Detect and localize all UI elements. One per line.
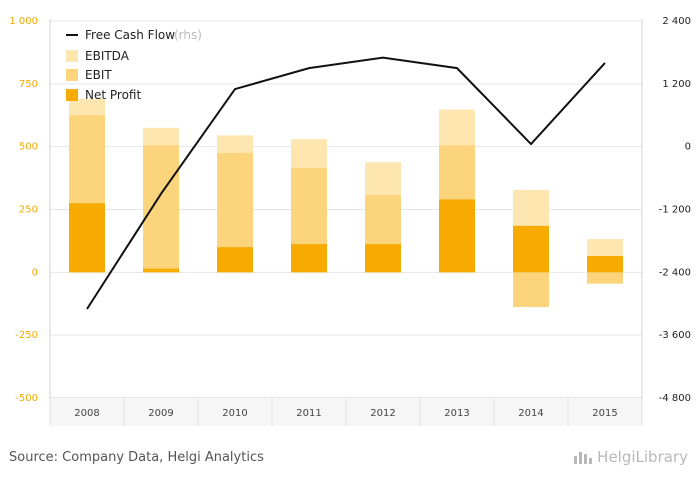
right-tick-label-2: 0 bbox=[685, 142, 691, 153]
fcf-line-group bbox=[86, 56, 606, 310]
legend-label-free-cash-flow: Free Cash Flow bbox=[85, 28, 175, 42]
x-axis: 2008 2009 2010 2011 2012 2013 2014 2015 bbox=[49, 398, 643, 426]
left-tick-label-2: 500 bbox=[19, 142, 38, 153]
x-tick-label-2010: 2010 bbox=[222, 408, 247, 419]
right-tick-label-6: -4 800 bbox=[659, 393, 691, 404]
legend-swatch-ebitda bbox=[66, 50, 78, 62]
x-tick-label-2013: 2013 bbox=[444, 408, 469, 419]
chart: 1 000 750 500 250 0 -250 -500 2 400 1 200 0 -1 200… bbox=[9, 16, 691, 426]
left-tick-label-3: 250 bbox=[19, 205, 38, 216]
right-tick-label-5: -3 600 bbox=[659, 330, 691, 341]
right-tick-label-0: 2 400 bbox=[662, 16, 691, 27]
x-tick-label-2015: 2015 bbox=[592, 408, 617, 419]
bar-net-profit-2012 bbox=[365, 244, 401, 273]
bar-net-profit-2009 bbox=[143, 268, 179, 273]
library-icon bbox=[574, 450, 593, 464]
left-tick-label-4: 0 bbox=[32, 267, 38, 278]
left-tick-label-5: -250 bbox=[15, 330, 38, 341]
legend-note-rhs: (rhs) bbox=[174, 28, 202, 42]
legend-label-net-profit: Net Profit bbox=[85, 88, 141, 102]
bar-net-profit-2010 bbox=[217, 247, 253, 273]
bar-ebit-2015 bbox=[587, 272, 623, 284]
bars bbox=[69, 98, 623, 308]
left-tick-label-1: 750 bbox=[19, 79, 38, 90]
right-tick-label-4: -2 400 bbox=[659, 267, 691, 278]
x-tick-label-2012: 2012 bbox=[370, 408, 395, 419]
x-tick-label-2011: 2011 bbox=[296, 408, 321, 419]
right-tick-label-1: 1 200 bbox=[662, 79, 691, 90]
brand-logo: HelgiLibrary bbox=[574, 448, 688, 466]
line-free-cash-flow bbox=[86, 56, 606, 310]
right-tick-label-3: -1 200 bbox=[659, 205, 691, 216]
x-tick-label-2008: 2008 bbox=[74, 408, 99, 419]
legend-swatch-net-profit bbox=[66, 89, 78, 101]
bar-net-profit-2013 bbox=[439, 199, 475, 273]
bar-net-profit-2014 bbox=[513, 225, 549, 273]
x-tick-label-2014: 2014 bbox=[518, 408, 543, 419]
source-note: Source: Company Data, Helgi Analytics bbox=[9, 450, 264, 465]
legend-swatch-ebit bbox=[66, 69, 78, 81]
left-tick-label-0: 1 000 bbox=[9, 16, 38, 27]
legend-label-ebit: EBIT bbox=[85, 68, 112, 82]
bar-ebit-2009 bbox=[143, 145, 179, 273]
x-tick-label-2009: 2009 bbox=[148, 408, 173, 419]
bar-net-profit-2015 bbox=[587, 255, 623, 273]
brand-name: HelgiLibrary bbox=[597, 448, 688, 466]
left-tick-label-6: -500 bbox=[15, 393, 38, 404]
legend-label-ebitda: EBITDA bbox=[85, 49, 130, 63]
bar-ebit-2014 bbox=[513, 272, 549, 308]
legend: Free Cash Flow (rhs) EBITDA EBIT Net Pro… bbox=[66, 28, 202, 102]
grid bbox=[50, 20, 642, 399]
bar-net-profit-2008 bbox=[69, 203, 105, 273]
bar-net-profit-2011 bbox=[291, 244, 327, 273]
